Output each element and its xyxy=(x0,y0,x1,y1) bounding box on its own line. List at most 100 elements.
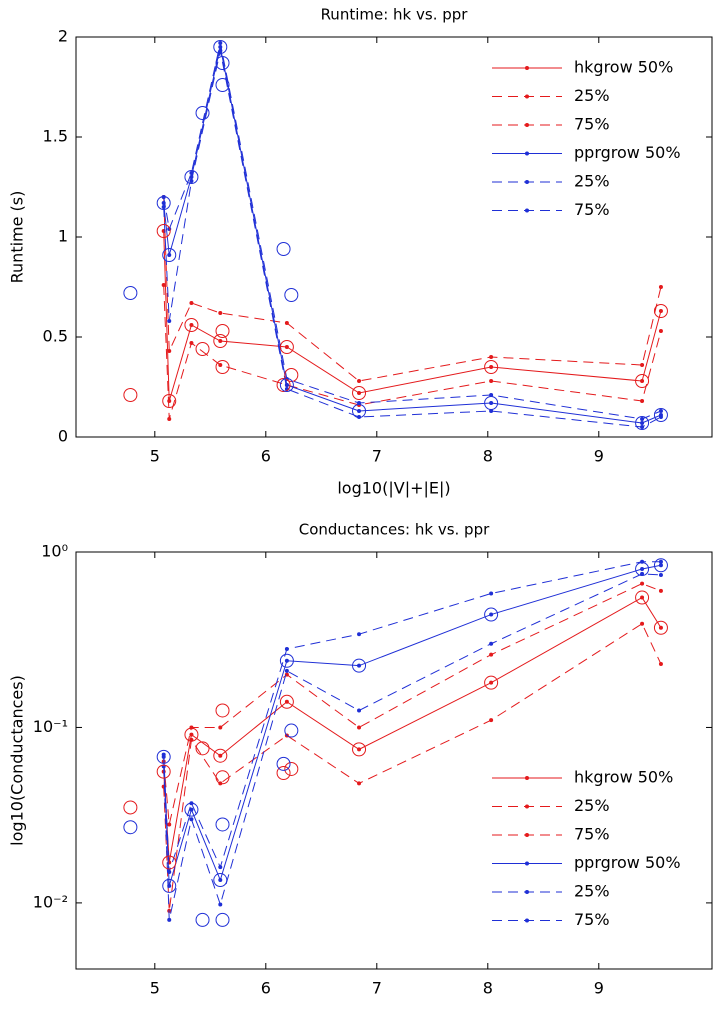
y-axis-label: log10(Conductances) xyxy=(8,675,27,846)
point xyxy=(357,391,362,395)
legend-label: hkgrow 50% xyxy=(574,58,673,77)
open-circle xyxy=(276,242,291,256)
legend-label: 75% xyxy=(574,910,610,929)
point xyxy=(640,421,645,425)
point xyxy=(658,329,663,333)
open-circle xyxy=(284,723,299,738)
point xyxy=(658,409,663,413)
open-circle xyxy=(284,761,299,776)
point xyxy=(189,725,194,730)
open-circle xyxy=(195,106,210,120)
point xyxy=(357,401,362,405)
point xyxy=(658,563,663,568)
point xyxy=(167,870,172,875)
open-circle xyxy=(195,912,210,927)
open-circle xyxy=(213,40,228,54)
point xyxy=(218,902,223,907)
open-circle xyxy=(484,396,499,410)
series-line xyxy=(163,623,662,911)
open-circle xyxy=(156,224,171,238)
series-line xyxy=(163,50,662,428)
point xyxy=(640,571,645,576)
legend-dot xyxy=(525,94,529,99)
point xyxy=(640,581,645,586)
open-circle xyxy=(653,558,668,573)
legend-label: 25% xyxy=(574,796,610,815)
point xyxy=(218,725,223,730)
legend-dot xyxy=(525,833,529,837)
open-circle xyxy=(653,304,668,318)
legend-label: pprgrow 50% xyxy=(574,853,681,872)
open-circle xyxy=(156,764,171,779)
open-circle xyxy=(162,878,177,893)
legend-dot xyxy=(525,151,529,156)
open-circle xyxy=(279,378,294,392)
chart-title: Conductances: hk vs. ppr xyxy=(299,521,490,539)
point xyxy=(658,415,663,419)
point xyxy=(218,311,223,315)
open-circle xyxy=(484,360,499,374)
plot-area xyxy=(75,36,713,438)
point xyxy=(357,409,362,413)
open-circle xyxy=(215,912,230,927)
open-circle xyxy=(184,727,199,742)
series-line xyxy=(163,284,662,420)
open-circle xyxy=(352,742,367,757)
legend-dot xyxy=(525,66,529,70)
legend-label: hkgrow 50% xyxy=(574,768,673,787)
point xyxy=(357,379,362,383)
y-tick-label: 10⁻¹ xyxy=(33,717,68,736)
open-circle xyxy=(635,374,650,388)
open-circle xyxy=(635,590,650,605)
point xyxy=(167,399,172,403)
point xyxy=(640,379,645,383)
point xyxy=(218,363,223,367)
open-circle xyxy=(123,286,138,300)
open-circle xyxy=(123,820,138,835)
point xyxy=(489,393,494,397)
point xyxy=(489,409,494,413)
point xyxy=(167,253,172,257)
x-tick-label: 8 xyxy=(483,979,493,998)
legend-label: 75% xyxy=(574,115,610,134)
x-tick-label: 5 xyxy=(150,447,160,466)
legend-label: pprgrow 50% xyxy=(574,143,681,162)
x-tick-label: 9 xyxy=(594,979,604,998)
legend-label: 25% xyxy=(574,86,610,105)
point xyxy=(189,323,194,327)
point xyxy=(218,41,223,45)
point xyxy=(489,652,494,657)
y-axis-label: Runtime (s) xyxy=(8,191,27,284)
open-circle xyxy=(352,386,367,400)
point xyxy=(189,807,194,812)
x-tick-label: 8 xyxy=(483,447,493,466)
legend-dot xyxy=(525,861,529,866)
y-tick-label: 2 xyxy=(58,27,68,46)
open-circle xyxy=(195,741,210,756)
open-circle xyxy=(279,653,294,668)
open-circle xyxy=(215,817,230,832)
open-circle xyxy=(484,607,499,622)
y-tick-label: 1 xyxy=(58,227,68,246)
point xyxy=(489,718,494,723)
legend-label: 25% xyxy=(574,882,610,901)
point xyxy=(284,321,289,325)
point xyxy=(284,658,289,663)
open-circle xyxy=(215,360,230,374)
legend-dot xyxy=(525,208,529,213)
open-circle xyxy=(352,404,367,418)
point xyxy=(161,283,166,287)
point xyxy=(489,355,494,359)
point xyxy=(658,572,663,577)
point xyxy=(218,753,223,758)
point xyxy=(489,641,494,646)
point xyxy=(189,171,194,175)
point xyxy=(218,865,223,870)
point xyxy=(167,917,172,922)
legend-label: 25% xyxy=(574,172,610,191)
open-circle xyxy=(284,288,299,302)
x-axis-label: log10(|V|+|E|) xyxy=(337,479,450,498)
open-circle xyxy=(635,562,650,577)
point xyxy=(658,625,663,630)
series-line xyxy=(163,196,662,382)
